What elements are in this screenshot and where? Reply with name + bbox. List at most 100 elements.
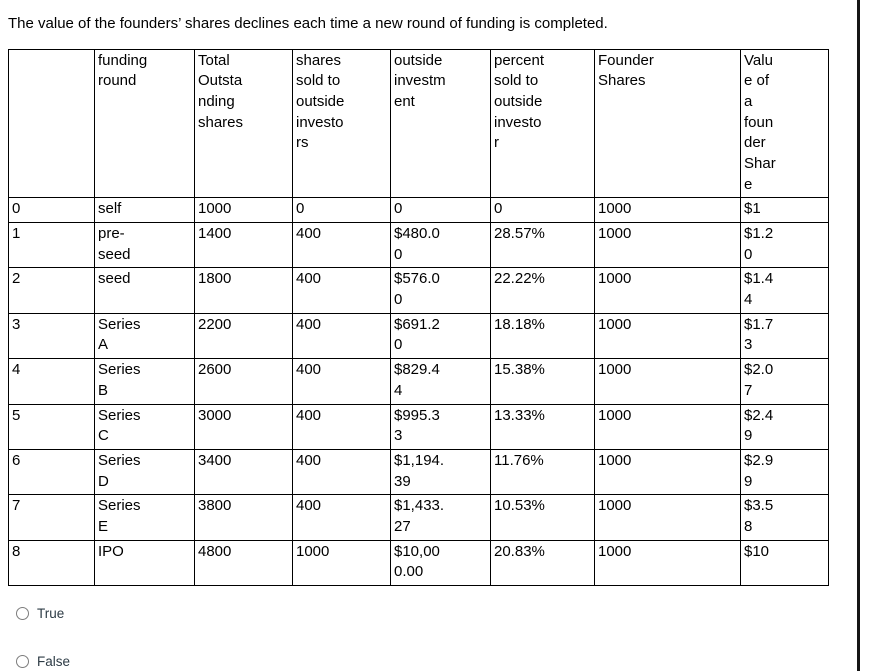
question-text: The value of the founders’ shares declin…: [8, 15, 608, 32]
table-cell: $691.2 0: [390, 312, 491, 360]
table-cell: 1000: [292, 539, 391, 587]
table-cell: 18.18%: [490, 312, 595, 360]
table-header-cell-total-outstanding-shares: Total Outsta nding shares: [194, 48, 293, 199]
option-false-label: False: [37, 654, 71, 669]
table-header-cell-shares-sold: shares sold to outside investo rs: [292, 48, 391, 199]
table-cell: 5: [8, 403, 95, 450]
table-cell: 1000: [594, 448, 741, 496]
table-cell: 1000: [594, 539, 741, 587]
radio-button-true-icon[interactable]: [16, 607, 29, 620]
table-row: 4 Series B 2600 400 $829.4 4 15.38% 1000 $2.0 7: [8, 358, 829, 405]
table-cell: $1.4 4: [740, 267, 829, 314]
table-cell: $2.0 7: [740, 358, 829, 405]
table-cell: 2200: [194, 312, 293, 360]
table-header-cell-value-of-founder-share: Valu e of a foun der Shar e: [740, 48, 829, 199]
table-cell: 28.57%: [490, 221, 595, 269]
table-cell: $829.4 4: [390, 358, 491, 405]
table-cell: 1800: [194, 267, 293, 314]
table-cell: 1000: [594, 494, 741, 541]
funding-table-body: 0 self 1000 0 0 0 1000 $1 1 pre- seed 1400 400 $480.…: [8, 197, 829, 587]
table-cell: 1000: [594, 403, 741, 450]
page-edge-line: [857, 0, 860, 671]
table-cell: $1.2 0: [740, 221, 829, 269]
table-cell: 0: [292, 197, 391, 223]
table-cell: $10,00 0.00: [390, 539, 491, 587]
table-cell: $1: [740, 197, 829, 223]
table-cell: $1.7 3: [740, 312, 829, 360]
table-cell: $3.5 8: [740, 494, 829, 541]
table-cell: Series E: [94, 494, 195, 541]
table-row: 2 seed 1800 400 $576.0 0 22.22% 1000 $1.4 4: [8, 267, 829, 314]
table-cell: 400: [292, 448, 391, 496]
table-cell: 2600: [194, 358, 293, 405]
table-cell: $480.0 0: [390, 221, 491, 269]
table-cell: $995.3 3: [390, 403, 491, 450]
table-header-row: funding round Total Outsta nding shares …: [8, 48, 829, 199]
table-cell: 400: [292, 403, 391, 450]
table-header-cell-percent-sold: percent sold to outside investo r: [490, 48, 595, 199]
option-true-label: True: [37, 606, 65, 621]
table-cell: 400: [292, 494, 391, 541]
table-cell: 20.83%: [490, 539, 595, 587]
table-cell: 11.76%: [490, 448, 595, 496]
table-cell: Series D: [94, 448, 195, 496]
table-row: 1 pre- seed 1400 400 $480.0 0 28.57% 1000 $1.2 …: [8, 221, 829, 269]
table-cell: 400: [292, 221, 391, 269]
table-header-cell-index: [8, 48, 95, 199]
table-cell: 8: [8, 539, 95, 587]
table-row: 7 Series E 3800 400 $1,433. 27 10.53% 1000 $3.5…: [8, 494, 829, 541]
table-cell: seed: [94, 267, 195, 314]
funding-rounds-table: funding round Total Outsta nding shares …: [8, 48, 829, 587]
table-cell: 4: [8, 358, 95, 405]
table-cell: 6: [8, 448, 95, 496]
table-cell: 0: [8, 197, 95, 223]
table-row: 6 Series D 3400 400 $1,194. 39 11.76% 1000 $2.9…: [8, 448, 829, 496]
table-cell: 4800: [194, 539, 293, 587]
table-row: 3 Series A 2200 400 $691.2 0 18.18% 1000 $1.7 3: [8, 312, 829, 360]
table-cell: 400: [292, 267, 391, 314]
table-cell: $1,194. 39: [390, 448, 491, 496]
table-header-cell-founder-shares: Founder Shares: [594, 48, 741, 199]
quiz-question-page: The value of the founders’ shares declin…: [8, 15, 856, 669]
table-cell: 1400: [194, 221, 293, 269]
radio-button-false-icon[interactable]: [16, 655, 29, 668]
option-false[interactable]: False: [16, 654, 856, 669]
table-cell: 3400: [194, 448, 293, 496]
table-cell: 3800: [194, 494, 293, 541]
table-header-cell-outside-investment: outside investm ent: [390, 48, 491, 199]
table-cell: 1000: [194, 197, 293, 223]
table-cell: 7: [8, 494, 95, 541]
table-cell: pre- seed: [94, 221, 195, 269]
table-cell: self: [94, 197, 195, 223]
table-cell: 22.22%: [490, 267, 595, 314]
answer-options: True False: [16, 606, 856, 669]
table-cell: $2.4 9: [740, 403, 829, 450]
table-cell: 1000: [594, 221, 741, 269]
table-cell: 1000: [594, 197, 741, 223]
table-cell: 0: [490, 197, 595, 223]
table-cell: 400: [292, 312, 391, 360]
table-cell: 13.33%: [490, 403, 595, 450]
table-header-cell-funding-round: funding round: [94, 48, 195, 199]
table-cell: $2.9 9: [740, 448, 829, 496]
option-true[interactable]: True: [16, 606, 856, 621]
table-cell: 2: [8, 267, 95, 314]
table-cell: $1,433. 27: [390, 494, 491, 541]
table-cell: 1000: [594, 358, 741, 405]
table-cell: Series A: [94, 312, 195, 360]
table-cell: Series C: [94, 403, 195, 450]
table-row: 8 IPO 4800 1000 $10,00 0.00 20.83% 1000 $10: [8, 539, 829, 587]
table-row: 5 Series C 3000 400 $995.3 3 13.33% 1000 $2.4 9: [8, 403, 829, 450]
table-cell: $576.0 0: [390, 267, 491, 314]
table-cell: 400: [292, 358, 391, 405]
table-cell: 3: [8, 312, 95, 360]
table-cell: 1000: [594, 267, 741, 314]
table-row: 0 self 1000 0 0 0 1000 $1: [8, 197, 829, 223]
table-cell: IPO: [94, 539, 195, 587]
table-cell: 0: [390, 197, 491, 223]
table-cell: 10.53%: [490, 494, 595, 541]
table-cell: Series B: [94, 358, 195, 405]
table-cell: 3000: [194, 403, 293, 450]
table-cell: 15.38%: [490, 358, 595, 405]
table-cell: $10: [740, 539, 829, 587]
